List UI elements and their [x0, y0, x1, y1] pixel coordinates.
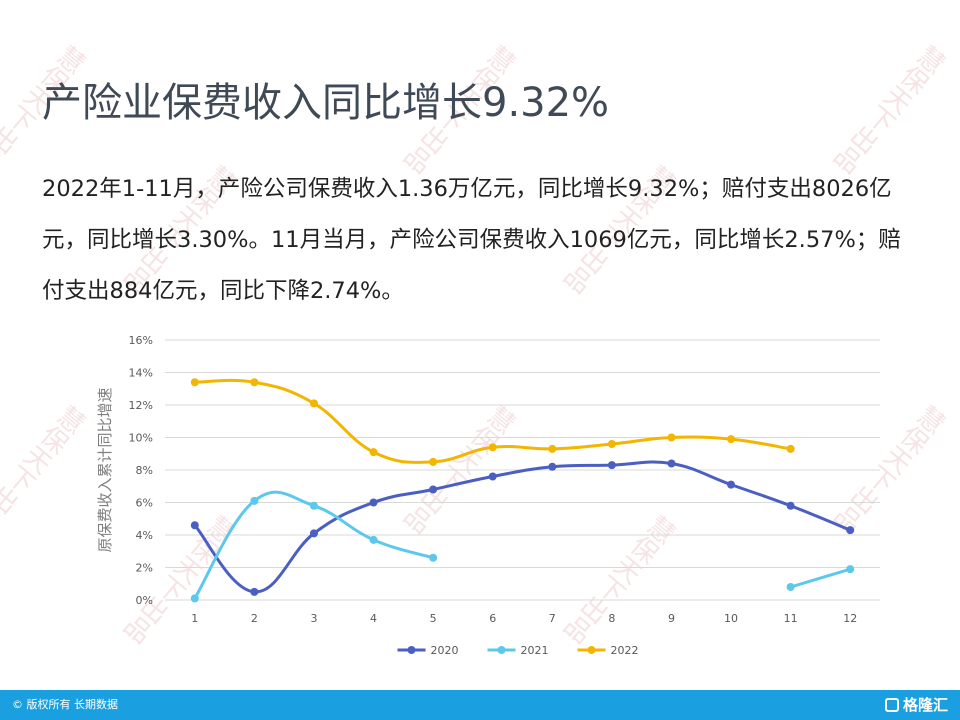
data-point-2022	[727, 435, 736, 444]
data-point-2022	[250, 378, 259, 387]
y-tick-label: 8%	[136, 464, 153, 477]
data-point-2020	[488, 472, 497, 481]
data-point-2020	[667, 459, 676, 468]
x-tick-label: 5	[430, 612, 437, 625]
legend-marker-2021	[497, 646, 506, 654]
x-tick-label: 3	[310, 612, 317, 625]
series-line-2021	[789, 567, 852, 589]
y-tick-label: 0%	[136, 594, 153, 607]
x-tick-label: 10	[724, 612, 738, 625]
brand-logo-text: 格隆汇	[902, 696, 948, 714]
data-point-2022	[488, 443, 497, 452]
data-point-2020	[607, 461, 616, 470]
summary-text: 2022年1-11月，产险公司保费收入1.36万亿元，同比增长9.32%；赔付支…	[42, 176, 901, 304]
data-point-2021	[250, 496, 259, 505]
data-point-2022	[607, 440, 616, 448]
y-axis-label: 原保费收入累计同比增速	[96, 387, 114, 552]
y-tick-label: 10%	[129, 432, 153, 445]
data-point-2021	[846, 565, 855, 574]
legend-marker-2022	[587, 646, 596, 654]
line-chart: 0%2%4%6%8%10%12%14%16%1 2 3 4 5 6 7 8 9 10 11 12原保费…	[96, 334, 880, 657]
data-point-2021	[190, 594, 199, 603]
watermark-mark: 慧保天下出品	[0, 398, 90, 538]
data-point-2022	[369, 448, 378, 457]
series-line-2020	[193, 460, 852, 594]
data-point-2021	[309, 501, 318, 510]
legend-label-2020: 2020	[431, 644, 459, 657]
data-point-2020	[727, 480, 736, 489]
watermark-mark: 慧保天下出品	[826, 38, 950, 178]
data-point-2020	[309, 529, 318, 538]
data-point-2020	[190, 521, 199, 530]
data-point-2022	[786, 444, 795, 453]
x-tick-label: 9	[668, 612, 675, 625]
data-point-2021	[429, 553, 438, 562]
data-point-2020	[250, 587, 259, 596]
legend-label-2022: 2022	[611, 644, 639, 657]
data-point-2021	[369, 535, 378, 544]
data-point-2020	[369, 498, 378, 507]
y-tick-label: 14%	[129, 367, 153, 380]
data-point-2020	[429, 485, 438, 494]
data-point-2020	[786, 501, 795, 510]
footer-bar: © 版权所有 长期数据 格隆汇	[0, 690, 960, 720]
data-point-2022	[548, 444, 557, 453]
x-tick-label: 12	[843, 612, 857, 625]
legend-label-2021: 2021	[521, 644, 549, 657]
x-tick-label: 11	[784, 612, 798, 625]
x-tick-label: 1	[191, 612, 198, 625]
page-title: 产险业保费收入同比增长9.32%	[42, 80, 610, 126]
data-point-2022	[309, 399, 318, 408]
y-tick-label: 12%	[129, 399, 153, 412]
brand-icon	[884, 697, 899, 712]
data-point-2022	[429, 457, 438, 466]
y-tick-label: 16%	[129, 334, 153, 347]
data-point-2022	[190, 378, 199, 387]
x-tick-label: 6	[489, 612, 496, 625]
data-point-2022	[667, 433, 676, 442]
data-point-2021	[786, 583, 795, 591]
y-tick-label: 2%	[136, 562, 153, 575]
y-tick-label: 4%	[136, 529, 153, 542]
x-tick-label: 8	[608, 612, 615, 625]
data-point-2020	[846, 526, 855, 535]
y-tick-label: 6%	[136, 497, 153, 510]
x-tick-label: 7	[549, 612, 556, 625]
data-point-2020	[548, 462, 557, 471]
copyright-text: © 版权所有 长期数据	[12, 698, 118, 711]
legend-marker-2020	[407, 646, 416, 654]
x-tick-label: 2	[251, 612, 258, 625]
x-tick-label: 4	[370, 612, 377, 625]
series-line-2021	[193, 490, 435, 600]
brand-logo: 格隆汇	[884, 694, 948, 715]
